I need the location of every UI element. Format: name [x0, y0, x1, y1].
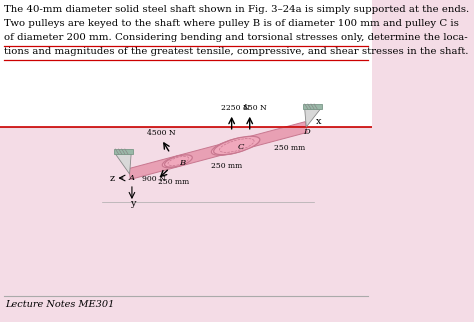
Text: A: A [129, 174, 135, 182]
Text: B: B [179, 159, 185, 167]
Text: 250 mm: 250 mm [274, 144, 305, 152]
Text: 4500 N: 4500 N [147, 129, 176, 137]
Polygon shape [128, 156, 178, 179]
Ellipse shape [214, 136, 260, 155]
Text: x: x [316, 117, 321, 126]
Text: 250 mm: 250 mm [158, 178, 190, 186]
Text: Two pulleys are keyed to the shaft where pulley B is of diameter 100 mm and pull: Two pulleys are keyed to the shaft where… [4, 19, 459, 28]
Ellipse shape [164, 155, 192, 167]
Ellipse shape [211, 137, 257, 155]
Text: tions and magnitudes of the greatest tensile, compressive, and shear stresses in: tions and magnitudes of the greatest ten… [4, 47, 468, 56]
Text: y: y [130, 199, 136, 208]
Text: 450 N: 450 N [244, 104, 267, 112]
Text: 900 N: 900 N [142, 175, 166, 183]
Text: The 40-mm diameter solid steel shaft shown in Fig. 3–24a is simply supported at : The 40-mm diameter solid steel shaft sho… [4, 5, 469, 14]
Text: Lecture Notes ME301: Lecture Notes ME301 [6, 300, 115, 309]
Bar [114, 149, 133, 154]
Text: C: C [238, 143, 244, 151]
Polygon shape [235, 122, 307, 151]
Polygon shape [305, 109, 320, 127]
Text: of diameter 200 mm. Considering bending and torsional stresses only, determine t: of diameter 200 mm. Considering bending … [4, 33, 467, 42]
Text: 2250 N: 2250 N [221, 104, 250, 112]
Text: D: D [303, 128, 310, 136]
Polygon shape [116, 154, 131, 174]
Bar [303, 104, 322, 109]
Polygon shape [176, 140, 237, 167]
Text: z: z [109, 174, 114, 183]
Ellipse shape [162, 156, 190, 168]
Bar [0, 0, 372, 127]
Text: 250 mm: 250 mm [211, 162, 242, 170]
